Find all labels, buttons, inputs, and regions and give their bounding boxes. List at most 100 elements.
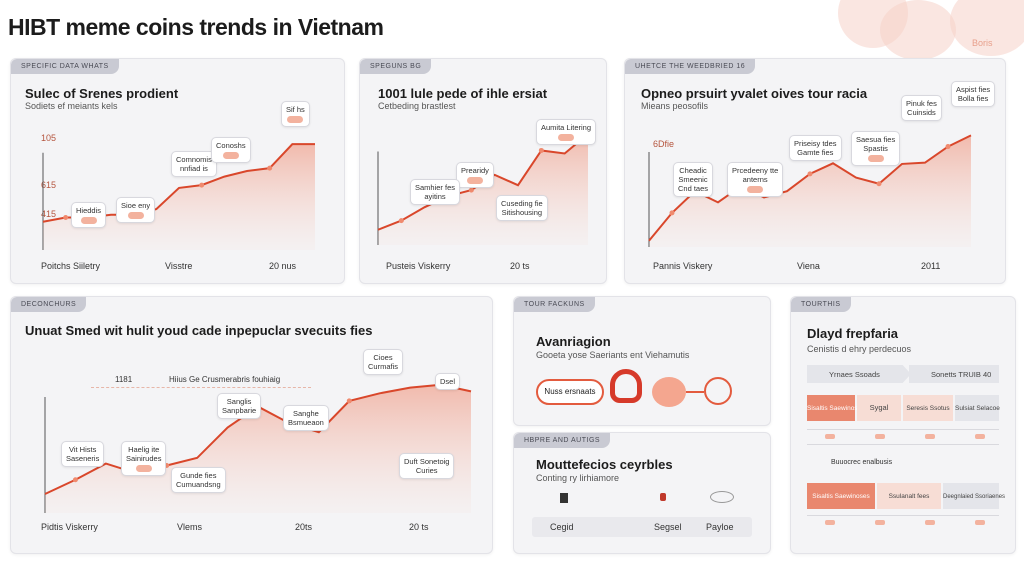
panel-subtitle: Mieans peosofils xyxy=(641,101,709,111)
indicator-dot xyxy=(925,520,935,525)
data-point xyxy=(72,477,78,483)
chart-callout: Sanghe Bsmueaon xyxy=(283,405,329,431)
grid-cell[interactable]: Sygal xyxy=(857,395,901,421)
x-tick-label: 2011 xyxy=(921,261,941,271)
decorative-blob xyxy=(880,0,956,60)
chart-callout: Cheadic Smeenic Cnd taes xyxy=(673,162,714,197)
indicator-dot xyxy=(925,434,935,439)
x-tick-label: Viena xyxy=(797,261,820,271)
y-axis-label: 6Dfie xyxy=(653,139,675,149)
grid-note: Buuocrec enalbusis xyxy=(831,459,893,466)
data-point xyxy=(669,210,675,216)
legend-item: 1181 xyxy=(115,375,133,384)
grid-cell[interactable]: Ssulanalt fees xyxy=(877,483,941,509)
chevron-step[interactable]: Yrnaes Ssoads xyxy=(807,365,911,383)
chart-callout: Hieddis xyxy=(71,202,107,228)
x-tick-label: Pannis Viskery xyxy=(653,261,713,271)
grid-subrow xyxy=(807,515,999,530)
chart-callout: Sanglis Sanpbarie xyxy=(217,393,262,419)
option-pill[interactable]: Nuss ersnaats xyxy=(536,379,604,405)
panel-2: SPEGUNS BG 1001 lule pede of ihle ersiat… xyxy=(359,58,607,284)
chart-callout: Haelig ite Sainirudes xyxy=(121,441,167,476)
grid-cell[interactable]: Sulsiat Selacoe xyxy=(955,395,1000,421)
panel-tag: TOURTHIS xyxy=(791,297,851,312)
series-area xyxy=(649,135,971,247)
chevron-step[interactable]: Sonetts TRUIB 40 xyxy=(909,365,999,383)
chart-callout: Vit Hists Saseneris xyxy=(61,441,105,467)
x-tick-label: Pusteis Viskerry xyxy=(386,261,451,271)
panel-title: 1001 lule pede of ihle ersiat xyxy=(378,86,548,101)
indicator-dot xyxy=(975,520,985,525)
panel-tag: HBPRE AND AUTIGS xyxy=(514,433,611,448)
chart-callout: Sioe eny xyxy=(116,197,156,223)
panel-subtitle: Cenistis d ehry perdecuos xyxy=(807,344,912,354)
panel-tag: DECONCHURS xyxy=(11,297,87,312)
series-area xyxy=(43,144,315,250)
option-pill-label: Nuss ersnaats xyxy=(544,387,596,396)
indicator-dot xyxy=(825,520,835,525)
footer-cell[interactable]: Segsel xyxy=(654,522,682,532)
panel-3: UHETCE THE WEEDBRIED 16 Opneo prsuirt yv… xyxy=(624,58,1006,284)
panel-subtitle: Gooeta yose Saeriants ent Viehamutis xyxy=(536,350,690,360)
y-tick-label: 615 xyxy=(41,180,57,190)
grid-cell[interactable]: Seresis Ssotus xyxy=(903,395,953,421)
grid-cell[interactable]: Sisaltis Saewinoses xyxy=(807,395,864,421)
panel-5: TOUR FACKUNS Avanriagion Gooeta yose Sae… xyxy=(513,296,771,426)
data-point xyxy=(807,171,813,177)
chart-callout: Prearidy xyxy=(456,162,494,188)
chart-callout: Saesua fies Spastis xyxy=(851,131,901,166)
data-point xyxy=(398,218,404,224)
legend-item: Hiius Ge Crusmerabris fouhiaig xyxy=(169,375,281,384)
data-point xyxy=(468,187,474,193)
data-point xyxy=(346,398,352,404)
x-tick-label: 20ts xyxy=(295,522,313,532)
grid-cell[interactable]: Sisaltis Saewinoses xyxy=(807,483,875,509)
panel-7: TOURTHIS Dlayd frepfaria Cenistis d ehry… xyxy=(790,296,1016,554)
chart-callout: Cuseding fie Sitishousing xyxy=(496,195,548,221)
footer-bar: Cegid Segsel Payloe xyxy=(532,517,752,537)
chevron-label: Yrnaes Ssoads xyxy=(829,370,880,379)
footer-cell[interactable]: Payloe xyxy=(706,522,734,532)
indicator-dot xyxy=(875,434,885,439)
chart-callout: Conoshs xyxy=(211,137,251,163)
data-point xyxy=(267,165,273,171)
panel-tag: TOUR FACKUNS xyxy=(514,297,595,312)
grid-cell[interactable]: Deegnlaied Ssoriaenes xyxy=(943,483,1005,509)
panel-tag: SPEGUNS BG xyxy=(360,59,432,74)
indicator-dot xyxy=(875,520,885,525)
panel-4: DECONCHURS Unuat Smed wit hulit youd cad… xyxy=(10,296,493,554)
chart-callout: Prcedeeny tte anterns xyxy=(727,162,784,197)
chart-callout: Aumita Litering xyxy=(536,119,597,145)
x-tick-label: Vlems xyxy=(177,522,203,532)
lock-icon[interactable] xyxy=(610,369,642,403)
chart-callout: Dsel xyxy=(435,373,461,390)
toggle-connector xyxy=(686,391,704,393)
data-point xyxy=(538,147,544,153)
panel-1: SPECIFIC DATA WHATS Sulec of Srenes prod… xyxy=(10,58,345,284)
x-tick-label: Poitchs Siiletry xyxy=(41,261,101,271)
x-tick-label: Visstre xyxy=(165,261,193,271)
chart-callout: Sif hs xyxy=(281,101,310,127)
panel-title: Sulec of Srenes prodient xyxy=(25,86,179,101)
coin-icon[interactable] xyxy=(652,377,686,407)
panel-title: Mouttefecios ceyrbles xyxy=(536,457,673,472)
y-tick-label: 105 xyxy=(41,133,57,143)
chart-callout: Cioes Curmafis xyxy=(363,349,404,375)
panel-6: HBPRE AND AUTIGS Mouttefecios ceyrbles C… xyxy=(513,432,771,554)
data-point xyxy=(63,215,69,221)
chart-callout: Aspist fies Bolla fies xyxy=(951,81,996,107)
chart-callout: Comnomis nnfiad is xyxy=(171,151,217,177)
panel-title: Avanriagion xyxy=(536,334,611,349)
chart-callout: Duft Sonetoig Curies xyxy=(399,453,455,479)
x-tick-label: 20 ts xyxy=(510,261,530,271)
x-tick-label: 20 ts xyxy=(409,522,429,532)
panel-title: Dlayd frepfaria xyxy=(807,326,899,341)
panel-tag: SPECIFIC DATA WHATS xyxy=(11,59,119,74)
circle-icon[interactable] xyxy=(704,377,732,405)
grid-row: Sisaltis Saewinoses Ssulanalt fees Deegn… xyxy=(807,483,1005,509)
footer-cell[interactable]: Cegid xyxy=(550,522,574,532)
legend: 1181 Hiius Ge Crusmerabris fouhiaig xyxy=(91,375,311,388)
page-title: HIBT meme coins trends in Vietnam xyxy=(8,14,384,40)
chart-4 xyxy=(44,382,472,513)
panel-title: Unuat Smed wit hulit youd cade inpepucla… xyxy=(25,323,373,338)
